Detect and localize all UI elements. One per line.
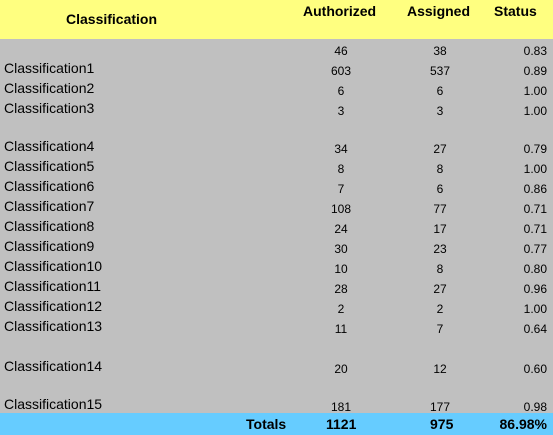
authorized-value: 24	[334, 222, 348, 236]
status-value: 0.71	[523, 222, 547, 236]
authorized-value: 28	[334, 282, 348, 296]
authorized-value: 8	[337, 162, 345, 176]
authorized-value: 603	[330, 64, 352, 78]
totals-label: Totals	[246, 416, 287, 432]
assigned-value: 3	[436, 104, 444, 118]
table-row: Classification13 11 7 0.64	[0, 317, 553, 337]
table-row: 46 38 0.83	[0, 39, 553, 59]
classification-name: Classification5	[4, 158, 95, 174]
assigned-value: 17	[433, 222, 447, 236]
status-value: 0.79	[523, 142, 547, 156]
classification-name: Classification6	[4, 178, 95, 194]
table-body: 46 38 0.83 Classification1 603 537 0.89 …	[0, 39, 553, 415]
classification-name: Classification13	[4, 318, 103, 334]
status-value: 0.80	[523, 262, 547, 276]
assigned-value: 6	[436, 182, 444, 196]
assigned-value: 38	[433, 44, 447, 58]
table-row: Classification3 3 3 1.00	[0, 99, 553, 119]
authorized-value: 2	[337, 302, 345, 316]
authorized-value: 7	[337, 182, 345, 196]
totals-authorized: 1121	[326, 416, 357, 432]
assigned-value: 8	[436, 162, 444, 176]
status-value: 0.83	[523, 44, 547, 58]
classification-name: Classification3	[4, 100, 95, 116]
classification-name: Classification1	[4, 60, 95, 76]
status-value: 1.00	[523, 302, 547, 316]
status-value: 0.60	[523, 362, 547, 376]
classification-name: Classification9	[4, 238, 95, 254]
totals-status: 86.98%	[499, 416, 547, 432]
classification-name: Classification12	[4, 298, 103, 314]
classification-name: Classification10	[4, 258, 103, 274]
classification-name: Classification7	[4, 198, 95, 214]
authorized-value: 6	[337, 84, 345, 98]
authorized-value: 11	[334, 322, 348, 336]
classification-name: Classification15	[4, 396, 103, 412]
assigned-value: 177	[429, 400, 451, 414]
assigned-value: 7	[436, 322, 444, 336]
classification-name: Classification8	[4, 218, 95, 234]
authorized-value: 181	[330, 400, 352, 414]
header-authorized: Authorized	[303, 3, 377, 19]
table-row: Classification15 181 177 0.98	[0, 395, 553, 415]
status-value: 0.86	[523, 182, 547, 196]
authorized-value: 30	[334, 242, 348, 256]
classification-name: Classification14	[4, 358, 103, 374]
classification-name: Classification11	[4, 278, 102, 294]
table-row: Classification2 6 6 1.00	[0, 79, 553, 99]
table-row: Classification5 8 8 1.00	[0, 157, 553, 177]
authorized-value: 108	[330, 202, 352, 216]
table-row: Classification12 2 2 1.00	[0, 297, 553, 317]
status-value: 0.64	[523, 322, 547, 336]
status-value: 0.96	[523, 282, 547, 296]
status-value: 0.71	[523, 202, 547, 216]
status-value: 0.98	[523, 400, 547, 414]
authorized-value: 10	[334, 262, 348, 276]
assigned-value: 23	[433, 242, 447, 256]
header-status: Status	[494, 3, 537, 19]
table-row: Classification11 28 27 0.96	[0, 277, 553, 297]
table-row: Classification9 30 23 0.77	[0, 237, 553, 257]
totals-row: Totals 1121 975 86.98%	[0, 413, 553, 435]
assigned-value: 2	[436, 302, 444, 316]
classification-name: Classification2	[4, 80, 95, 96]
assigned-value: 12	[433, 362, 447, 376]
assigned-value: 6	[436, 84, 444, 98]
assigned-value: 77	[433, 202, 447, 216]
status-value: 1.00	[523, 84, 547, 98]
status-value: 0.77	[523, 242, 547, 256]
status-value: 1.00	[523, 162, 547, 176]
table-row: Classification14 20 12 0.60	[0, 357, 553, 377]
authorized-value: 20	[334, 362, 348, 376]
table-row: Classification10 10 8 0.80	[0, 257, 553, 277]
table-row: Classification4 34 27 0.79	[0, 137, 553, 157]
assigned-value: 537	[429, 64, 451, 78]
status-value: 0.89	[523, 64, 547, 78]
authorized-value: 34	[334, 142, 348, 156]
table-row: Classification6 7 6 0.86	[0, 177, 553, 197]
authorized-value: 3	[337, 104, 345, 118]
table-row: Classification1 603 537 0.89	[0, 59, 553, 79]
status-value: 1.00	[523, 104, 547, 118]
table-row: Classification7 108 77 0.71	[0, 197, 553, 217]
header-classification: Classification	[66, 11, 158, 27]
header-assigned: Assigned	[407, 3, 471, 19]
classification-name: Classification4	[4, 138, 95, 154]
table-row: Classification8 24 17 0.71	[0, 217, 553, 237]
totals-assigned: 975	[430, 416, 454, 432]
assigned-value: 27	[433, 142, 447, 156]
authorized-value: 46	[334, 44, 348, 58]
table-header: Classification Authorized Assigned Statu…	[0, 0, 553, 39]
assigned-value: 27	[433, 282, 447, 296]
assigned-value: 8	[436, 262, 444, 276]
